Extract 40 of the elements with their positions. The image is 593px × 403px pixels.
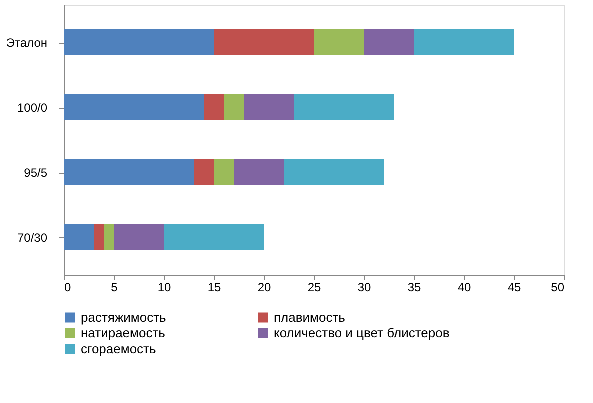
bar	[64, 160, 194, 186]
bar	[224, 94, 244, 120]
x-tick-label: 10	[158, 280, 172, 294]
legend-label: растяжимость	[81, 310, 167, 325]
bar	[194, 160, 214, 186]
x-tick-label: 30	[358, 280, 372, 294]
x-tick-label: 40	[458, 280, 472, 294]
y-tick-label: Эталон	[6, 36, 48, 50]
y-tick-label: 95/5	[24, 166, 48, 180]
bar	[244, 94, 294, 120]
bar	[64, 224, 94, 250]
bar	[234, 160, 284, 186]
bar	[214, 160, 234, 186]
legend-label: натираемость	[81, 326, 166, 340]
x-tick-label: 50	[551, 280, 565, 294]
bar	[64, 94, 204, 120]
legend-label: плавимость	[274, 310, 346, 325]
legend-label: количество и цвет блистеров	[274, 326, 450, 340]
bar	[284, 160, 384, 186]
x-tick-label: 20	[258, 280, 272, 294]
x-tick-label: 25	[308, 280, 322, 294]
bar	[94, 224, 104, 250]
x-tick-label: 35	[408, 280, 422, 294]
bar	[364, 30, 414, 56]
x-tick-label: 45	[508, 280, 522, 294]
x-tick-label: 0	[64, 280, 72, 294]
bar	[294, 94, 394, 120]
bar	[414, 30, 514, 56]
bar	[314, 30, 364, 56]
bar	[64, 30, 214, 56]
y-tick-label: 70/30	[17, 231, 48, 245]
bar	[164, 224, 264, 250]
bar	[214, 30, 314, 56]
x-tick-label: 5	[111, 280, 118, 294]
legend-label: сгораемость	[81, 342, 156, 356]
x-tick-label: 15	[208, 280, 222, 294]
y-tick-label: 100/0	[17, 101, 48, 115]
bar	[204, 94, 224, 120]
bar	[104, 224, 114, 250]
bar	[114, 224, 164, 250]
